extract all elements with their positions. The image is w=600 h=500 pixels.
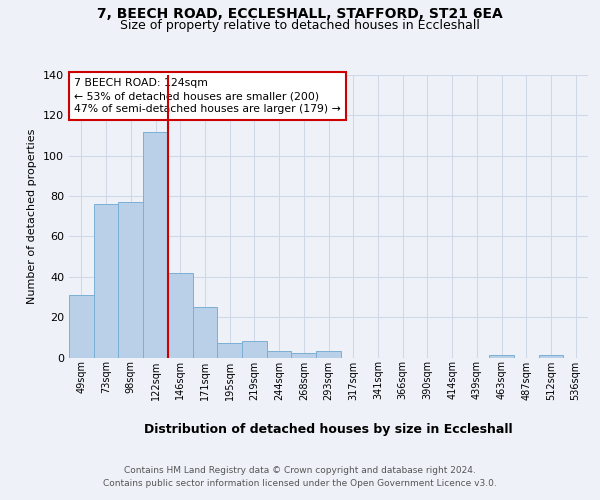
Text: 7 BEECH ROAD: 124sqm
← 53% of detached houses are smaller (200)
47% of semi-deta: 7 BEECH ROAD: 124sqm ← 53% of detached h… [74, 78, 341, 114]
Bar [539, 356, 563, 358]
Text: Contains HM Land Registry data © Crown copyright and database right 2024.
Contai: Contains HM Land Registry data © Crown c… [103, 466, 497, 487]
Bar [292, 354, 316, 358]
Bar [168, 273, 193, 357]
Text: Size of property relative to detached houses in Eccleshall: Size of property relative to detached ho… [120, 18, 480, 32]
Bar [69, 295, 94, 358]
Bar [267, 352, 292, 358]
Bar [242, 342, 267, 357]
Bar [316, 352, 341, 358]
Text: 7, BEECH ROAD, ECCLESHALL, STAFFORD, ST21 6EA: 7, BEECH ROAD, ECCLESHALL, STAFFORD, ST2… [97, 8, 503, 22]
Bar [118, 202, 143, 358]
Bar [193, 307, 217, 358]
Text: Distribution of detached houses by size in Eccleshall: Distribution of detached houses by size … [145, 422, 513, 436]
Bar [143, 132, 168, 358]
Y-axis label: Number of detached properties: Number of detached properties [28, 128, 37, 304]
Bar [489, 356, 514, 358]
Bar [217, 344, 242, 357]
Bar [94, 204, 118, 358]
